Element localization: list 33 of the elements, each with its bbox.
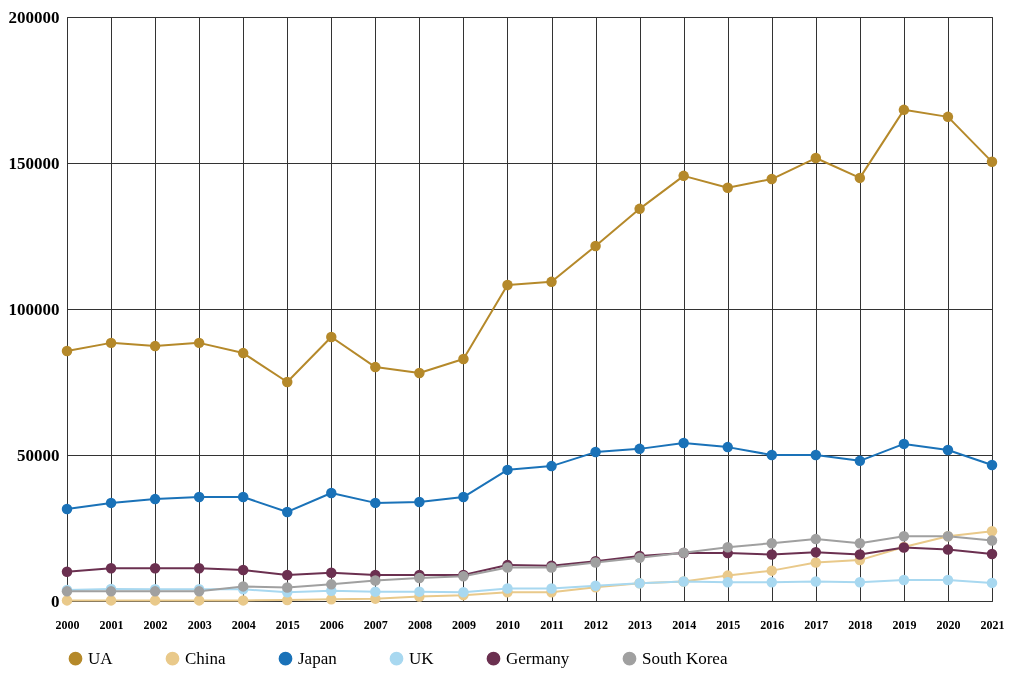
- legend-label: China: [185, 648, 227, 668]
- y-tick-label: 100000: [8, 299, 60, 319]
- x-tick-label: 2015: [275, 617, 300, 632]
- y-tick-label: 150000: [8, 153, 60, 173]
- x-tick-label: 2016: [760, 617, 785, 632]
- x-tick-label: 2013: [628, 617, 653, 632]
- x-tick-label: 2010: [495, 617, 520, 632]
- x-tick-label: 2000: [55, 617, 80, 632]
- x-tick-label: 2017: [804, 617, 829, 632]
- x-tick-label: 2003: [187, 617, 212, 632]
- x-tick-label: 2009: [451, 617, 476, 632]
- x-tick-label: 2018: [848, 617, 873, 632]
- x-tick-label: 2004: [231, 617, 256, 632]
- x-tick-label: 2014: [672, 617, 697, 632]
- x-tick-label: 2011: [540, 617, 564, 632]
- x-tick-label: 2006: [319, 617, 344, 632]
- y-tick-label: 200000: [8, 7, 60, 27]
- x-tick-label: 2021: [980, 617, 1005, 632]
- x-tick-label: 2012: [584, 617, 609, 632]
- x-tick-label: 2007: [363, 617, 388, 632]
- x-tick-label: 2002: [143, 617, 168, 632]
- legend-label: South Korea: [642, 648, 728, 668]
- x-tick-label: 2001: [99, 617, 124, 632]
- legend-label: UK: [409, 648, 435, 668]
- legend-label: UA: [88, 648, 114, 668]
- x-tick-label: 2015: [716, 617, 741, 632]
- y-tick-label: 0: [51, 591, 60, 611]
- x-tick-label: 2008: [407, 617, 432, 632]
- x-tick-label: 2020: [936, 617, 961, 632]
- legend-label: Japan: [298, 648, 338, 668]
- legend-label: Germany: [506, 648, 570, 668]
- y-tick-label: 50000: [17, 445, 60, 465]
- x-tick-label: 2019: [892, 617, 917, 632]
